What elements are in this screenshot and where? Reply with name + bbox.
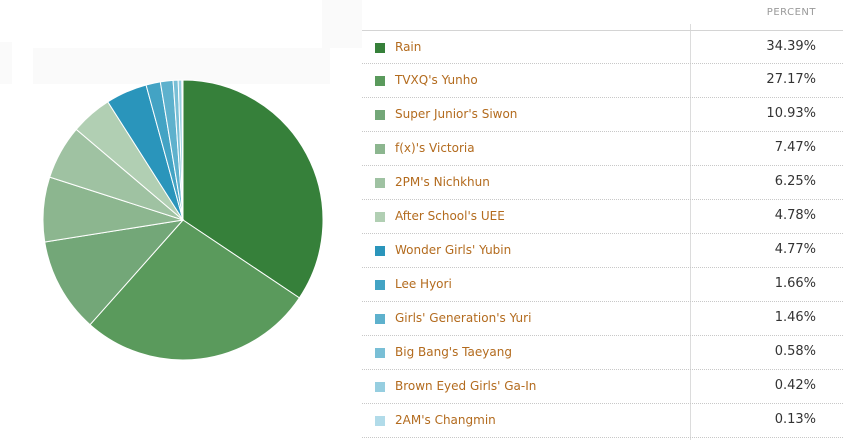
pie-chart [41, 78, 326, 363]
percent-value: 1.46% [774, 310, 816, 325]
legend-label-link[interactable]: TVXQ's Yunho [395, 73, 478, 87]
legend-label-link[interactable]: Rain [395, 40, 422, 54]
percent-value: 7.47% [774, 140, 816, 155]
legend-swatch [375, 246, 385, 256]
legend-row: Girls' Generation's Yuri 1.46% [362, 302, 843, 336]
percent-value: 0.58% [774, 344, 816, 359]
pie-slice-3[interactable] [44, 219, 185, 326]
legend-label-link[interactable]: Super Junior's Siwon [395, 107, 518, 121]
legend-row: TVXQ's Yunho 27.17% [362, 64, 843, 98]
percent-value: 10.93% [766, 106, 816, 121]
percent-value: 27.17% [766, 72, 816, 87]
legend-swatch [375, 178, 385, 188]
legend-swatch [375, 144, 385, 154]
legend-label-link[interactable]: After School's UEE [395, 209, 505, 223]
percent-value: 0.13% [774, 412, 816, 427]
pie-chart-svg [42, 79, 324, 361]
legend-swatch [375, 43, 385, 53]
legend-swatch [375, 416, 385, 426]
legend-swatch [375, 110, 385, 120]
pie-slice-2[interactable] [89, 219, 301, 361]
background-band [322, 0, 362, 48]
legend-row: f(x)'s Victoria 7.47% [362, 132, 843, 166]
legend-table: PERCENT Rain 34.39% TVXQ's Yunho 27.17% Supe… [362, 0, 843, 440]
legend-row: Big Bang's Taeyang 0.58% [362, 336, 843, 370]
legend-row: Brown Eyed Girls' Ga-In 0.42% [362, 370, 843, 404]
legend-swatch [375, 348, 385, 358]
legend-row: 2AM's Changmin 0.13% [362, 404, 843, 438]
legend-swatch [375, 280, 385, 290]
legend-swatch [375, 76, 385, 86]
legend-swatch [375, 382, 385, 392]
column-divider [690, 24, 691, 440]
percent-value: 34.39% [766, 39, 816, 54]
legend-label-link[interactable]: Brown Eyed Girls' Ga-In [395, 379, 537, 393]
legend-row: Super Junior's Siwon 10.93% [362, 98, 843, 132]
legend-label-link[interactable]: 2AM's Changmin [395, 413, 496, 427]
legend-label-link[interactable]: Big Bang's Taeyang [395, 345, 512, 359]
percent-value: 4.77% [774, 242, 816, 257]
legend-label-link[interactable]: Girls' Generation's Yuri [395, 311, 532, 325]
legend-label-link[interactable]: Lee Hyori [395, 277, 452, 291]
legend-swatch [375, 212, 385, 222]
legend-row: Rain 34.39% [362, 30, 843, 64]
legend-row: After School's UEE 4.78% [362, 200, 843, 234]
percent-value: 4.78% [774, 208, 816, 223]
legend-label-link[interactable]: f(x)'s Victoria [395, 141, 475, 155]
legend-row: 2PM's Nichkhun 6.25% [362, 166, 843, 200]
background-band [0, 42, 12, 84]
pie-slice-12[interactable] [181, 79, 184, 221]
legend-row: Wonder Girls' Yubin 4.77% [362, 234, 843, 268]
legend-label-link[interactable]: Wonder Girls' Yubin [395, 243, 512, 257]
percent-value: 1.66% [774, 276, 816, 291]
percent-value: 0.42% [774, 378, 816, 393]
percent-value: 6.25% [774, 174, 816, 189]
percent-column-header: PERCENT [766, 7, 816, 18]
legend-row: Lee Hyori 1.66% [362, 268, 843, 302]
background-band [33, 48, 330, 84]
legend-label-link[interactable]: 2PM's Nichkhun [395, 175, 490, 189]
legend-swatch [375, 314, 385, 324]
